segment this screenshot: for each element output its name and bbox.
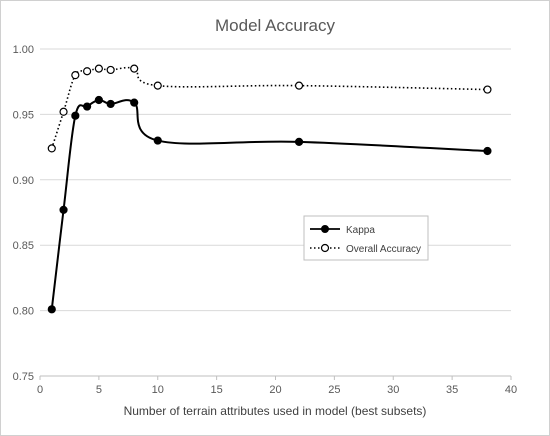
data-point-overall-accuracy — [82, 67, 92, 76]
legend-kappa-label: Kappa — [346, 225, 375, 236]
data-point-overall-accuracy — [59, 107, 68, 116]
x-tick-label: 20 — [269, 384, 281, 396]
x-tick-label: 5 — [96, 384, 102, 396]
data-point-kappa — [59, 205, 68, 214]
x-tick-label: 35 — [446, 384, 458, 396]
x-axis-ticks: 0 5 10 15 20 25 30 35 40 — [37, 376, 517, 396]
data-point-overall-accuracy — [71, 71, 80, 80]
y-tick-label: 0.95 — [13, 109, 34, 121]
legend-kappa-marker — [321, 225, 329, 233]
series-line-overall-accuracy — [51, 66, 488, 149]
x-tick-label: 15 — [211, 384, 223, 396]
data-point-kappa — [82, 102, 92, 111]
x-tick-label: 10 — [152, 384, 164, 396]
y-tick-label: 0.75 — [13, 371, 34, 383]
legend: Kappa Overall Accuracy — [303, 215, 429, 261]
data-point-kappa — [94, 95, 103, 105]
data-point-kappa — [153, 136, 162, 145]
series-line-kappa — [50, 99, 488, 310]
data-point-kappa — [71, 111, 80, 120]
data-point-overall-accuracy — [106, 65, 115, 75]
y-tick-label: 0.85 — [13, 240, 34, 252]
x-axis-label: Number of terrain attributes used in mod… — [124, 404, 427, 418]
x-tick-label: 30 — [387, 384, 399, 396]
legend-overall-accuracy-label: Overall Accuracy — [346, 244, 421, 255]
y-tick-label: 0.80 — [13, 306, 34, 318]
data-point-kappa — [47, 305, 56, 314]
data-point-overall-accuracy — [483, 85, 492, 94]
x-tick-label: 0 — [37, 384, 43, 396]
data-point-overall-accuracy — [294, 81, 304, 90]
legend-overall-accuracy-marker — [320, 243, 330, 253]
data-point-kappa — [294, 137, 304, 146]
data-point-overall-accuracy — [153, 81, 162, 90]
x-tick-label: 25 — [328, 384, 340, 396]
data-point-kappa — [130, 98, 139, 107]
data-point-kappa — [106, 99, 115, 109]
data-point-kappa — [483, 146, 492, 156]
x-tick-label: 40 — [505, 384, 517, 396]
y-tick-label: 1.00 — [13, 44, 34, 56]
legend-box — [303, 215, 429, 261]
data-point-overall-accuracy — [94, 64, 103, 73]
data-point-overall-accuracy — [130, 64, 139, 73]
y-tick-label: 0.90 — [13, 175, 34, 187]
data-point-overall-accuracy — [47, 144, 56, 153]
series-layer — [47, 64, 492, 314]
gridlines — [40, 48, 511, 312]
y-axis-ticks: 0.75 0.80 0.85 0.90 0.95 1.00 — [13, 44, 34, 383]
chart-title: Model Accuracy — [215, 16, 335, 35]
